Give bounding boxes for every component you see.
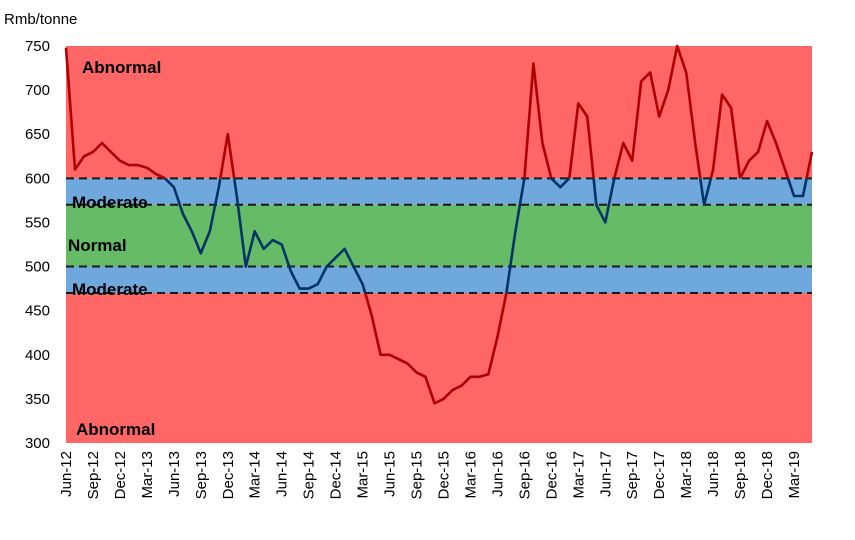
x-tick-label-sep-16: Sep-16	[516, 451, 533, 499]
zone-bands	[66, 46, 812, 443]
series-segment-14	[738, 119, 790, 179]
band-abnormal-0	[66, 46, 812, 179]
y-tick-label-500: 500	[25, 259, 50, 276]
series-segment-11	[699, 177, 713, 207]
x-tick-label-jun-12: Jun-12	[58, 451, 75, 497]
zone-label-abnormal-0: Abnormal	[82, 58, 161, 77]
x-tick-label-dec-18: Dec-18	[759, 451, 776, 499]
x-tick-label-jun-18: Jun-18	[705, 451, 722, 497]
x-tick-label-sep-15: Sep-15	[409, 451, 426, 499]
y-axis-ticks: 300 350 400 450 500 550 600 650 700 750	[25, 38, 50, 452]
y-tick-label-300: 300	[25, 435, 50, 452]
x-tick-label-jun-15: Jun-15	[382, 451, 399, 497]
x-tick-label-dec-13: Dec-13	[220, 451, 237, 499]
x-tick-label-sep-18: Sep-18	[732, 451, 749, 499]
x-tick-label-mar-15: Mar-15	[355, 451, 372, 499]
y-tick-label-450: 450	[25, 303, 50, 320]
x-tick-label-mar-13: Mar-13	[139, 451, 156, 499]
y-tick-label-400: 400	[25, 347, 50, 364]
y-axis-unit-label: Rmb/tonne	[4, 11, 77, 28]
x-tick-label-jun-14: Jun-14	[274, 451, 291, 497]
x-tick-label-jun-17: Jun-17	[597, 451, 614, 497]
series-segment-1	[163, 177, 222, 255]
y-tick-label-650: 650	[25, 126, 50, 143]
y-tick-label-700: 700	[25, 82, 50, 99]
band-abnormal-4	[66, 293, 812, 443]
band-moderate-3	[66, 266, 812, 294]
x-axis-ticks: Jun-12 Sep-12 Dec-12 Mar-13 Jun-13 Sep-13 Dec-…	[58, 451, 803, 499]
y-tick-label-350: 350	[25, 391, 50, 408]
x-tick-label-jun-16: Jun-16	[489, 451, 506, 497]
zone-labels: Abnormal Moderate Normal Moderate Abnormal	[68, 58, 161, 439]
x-tick-label-sep-13: Sep-13	[193, 451, 210, 499]
series-segment-4	[363, 292, 508, 405]
series-segment-6	[523, 62, 553, 179]
x-tick-label-dec-16: Dec-16	[543, 451, 560, 499]
x-tick-label-sep-12: Sep-12	[85, 451, 102, 499]
x-tick-label-mar-17: Mar-17	[570, 451, 587, 499]
zone-label-normal-2: Normal	[68, 236, 127, 255]
x-tick-label-mar-16: Mar-16	[462, 451, 479, 499]
x-tick-label-dec-14: Dec-14	[328, 451, 345, 499]
x-tick-label-dec-17: Dec-17	[651, 451, 668, 499]
x-tick-label-mar-19: Mar-19	[786, 451, 803, 499]
y-tick-label-550: 550	[25, 214, 50, 231]
series-segment-9	[592, 178, 616, 224]
series-segment-7	[550, 177, 571, 189]
x-tick-label-mar-14: Mar-14	[247, 451, 264, 499]
series-segment-5	[505, 178, 526, 294]
series-segment-3	[232, 178, 367, 294]
y-tick-label-600: 600	[25, 170, 50, 187]
threshold-lines	[66, 177, 812, 295]
price-series	[64, 44, 814, 405]
series-segment-15	[786, 177, 808, 198]
zone-label-abnormal-4: Abnormal	[76, 420, 155, 439]
series-segment-8	[568, 102, 595, 179]
series-segment-10	[613, 44, 702, 179]
x-tick-label-dec-12: Dec-12	[112, 451, 129, 499]
series-segment-2	[219, 132, 236, 179]
series-segment-12	[709, 93, 742, 179]
zone-label-moderate-1: Moderate	[72, 193, 148, 212]
x-tick-label-mar-18: Mar-18	[678, 451, 695, 499]
band-normal-2	[66, 204, 812, 267]
x-tick-label-sep-14: Sep-14	[301, 451, 318, 499]
band-moderate-1	[66, 178, 812, 205]
y-tick-label-750: 750	[25, 38, 50, 55]
series-segment-16	[805, 151, 814, 179]
x-tick-label-dec-15: Dec-15	[435, 451, 452, 499]
x-tick-label-sep-17: Sep-17	[624, 451, 641, 499]
zone-label-moderate-3: Moderate	[72, 280, 148, 299]
x-tick-label-jun-13: Jun-13	[166, 451, 183, 497]
series-segment-0	[64, 47, 166, 180]
